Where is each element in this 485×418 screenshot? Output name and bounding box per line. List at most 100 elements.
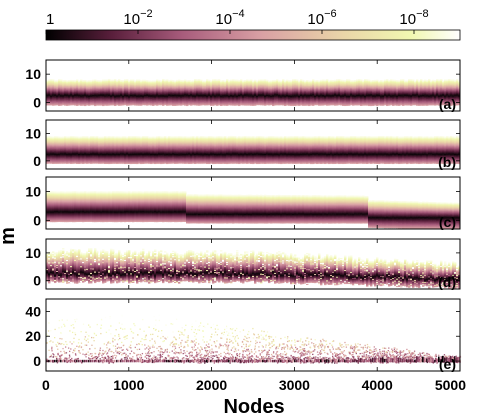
heatmap-cell: [76, 81, 79, 83]
heatmap-cell: [76, 90, 79, 92]
heatmap-cell: [48, 88, 51, 91]
heatmap-cell: [50, 82, 53, 84]
heatmap-cell: [46, 83, 49, 85]
heatmap-cell: [62, 80, 65, 82]
heatmap-cell: [78, 104, 81, 106]
heatmap-cell: [72, 93, 75, 95]
heatmap-cell: [62, 84, 65, 86]
heatmap-cell: [76, 99, 79, 101]
heatmap-cell: [76, 103, 79, 106]
heatmap-cell: [78, 102, 81, 104]
heatmap-cell: [60, 86, 63, 88]
heatmap-cell: [46, 100, 49, 102]
heatmap-cell: [54, 92, 57, 94]
heatmap-cell: [60, 94, 63, 96]
heatmap-cell: [58, 97, 61, 99]
heatmap-cell: [52, 82, 55, 85]
heatmap-cell: [58, 90, 61, 92]
heatmap-cell: [72, 95, 75, 97]
heatmap-cell: [58, 88, 61, 90]
heatmap-cell: [48, 102, 51, 104]
heatmap-cell: [74, 94, 77, 96]
heatmap-cell: [76, 97, 79, 99]
heatmap-cell: [48, 94, 51, 97]
heatmap-cell: [70, 86, 73, 88]
heatmap-cell: [66, 93, 69, 95]
heatmap-cell: [78, 96, 81, 98]
heatmap-cell: [56, 96, 59, 98]
heatmap-cell: [48, 104, 51, 106]
heatmap-cell: [66, 95, 69, 97]
heatmap-cell: [74, 103, 77, 105]
heatmap-cell: [74, 81, 77, 83]
heatmap-cell: [52, 101, 55, 103]
heatmap-cell: [48, 82, 51, 84]
heatmap-cell: [50, 99, 53, 102]
heatmap-cell: [68, 93, 71, 95]
heatmap-cell: [58, 84, 61, 86]
heatmap-cell: [68, 85, 71, 87]
heatmap-cell: [68, 91, 71, 93]
heatmap-cell: [72, 89, 75, 91]
heatmap-cell: [46, 88, 49, 90]
heatmap-cell: [68, 81, 71, 83]
heatmap-cell: [78, 89, 81, 91]
heatmap-cell: [74, 97, 77, 99]
heatmap-cell: [58, 80, 61, 83]
heatmap-cell: [66, 103, 69, 105]
heatmap-cell: [72, 90, 75, 92]
heatmap-cell: [72, 89, 75, 92]
heatmap-cell: [74, 80, 77, 82]
heatmap-cell: [56, 100, 59, 103]
heatmap-cell: [58, 103, 61, 105]
heatmap-cell: [46, 96, 49, 98]
heatmap-cell: [76, 91, 79, 93]
heatmap-cell: [66, 96, 69, 98]
heatmap-cell: [56, 82, 59, 84]
heatmap-cell: [76, 86, 79, 88]
heatmap-cell: [54, 96, 57, 98]
heatmap-cell: [54, 93, 57, 95]
heatmap-cell: [312, 79, 315, 81]
heatmap-cell: [62, 101, 65, 103]
heatmap-cell: [68, 80, 71, 83]
heatmap-cell: [52, 85, 55, 87]
heatmap-cell: [68, 97, 71, 99]
heatmap-cell: [66, 100, 69, 102]
heatmap-cell: [52, 82, 55, 84]
heatmap-cell: [76, 79, 79, 81]
heatmap-cell: [52, 90, 55, 92]
heatmap-cell: [66, 83, 69, 85]
heatmap-cell: [50, 97, 53, 99]
colorbar-tick-label: 10−4: [215, 8, 244, 28]
heatmap-cell: [64, 91, 67, 93]
heatmap-cell: [56, 95, 59, 97]
heatmap-cell: [62, 98, 65, 100]
heatmap-cell: [276, 79, 279, 81]
heatmap-cell: [46, 96, 49, 98]
heatmap-cell: [52, 91, 55, 93]
heatmap-cell: [50, 90, 53, 92]
heatmap-cell: [46, 82, 49, 84]
heatmap-cell: [46, 84, 49, 86]
heatmap-cell: [72, 81, 75, 83]
heatmap-cell: [58, 92, 61, 94]
heatmap-cell: [66, 80, 69, 82]
heatmap-cell: [76, 89, 79, 91]
heatmap-cell: [46, 91, 49, 93]
heatmap-cell: [64, 93, 67, 95]
heatmap-cell: [54, 87, 57, 89]
heatmap-cell: [50, 102, 53, 104]
heatmap-cell: [72, 84, 75, 86]
heatmap-cell: [56, 92, 59, 94]
heatmap-cell: [54, 101, 57, 104]
heatmap-cell: [70, 79, 73, 82]
heatmap-cell: [74, 91, 77, 93]
heatmap-cell: [48, 90, 51, 92]
heatmap-cell: [58, 100, 61, 102]
heatmap-cell: [70, 91, 73, 93]
heatmap-cell: [76, 96, 79, 99]
heatmap-cell: [50, 87, 53, 89]
